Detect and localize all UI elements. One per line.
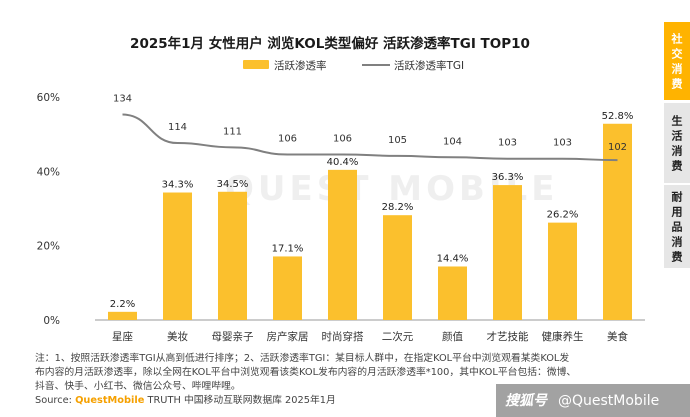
tgi-value-labels: 134 114 111 106 106 105 104 103 103 102 (113, 94, 627, 154)
note-line-2: 布内容的月活跃渗透率，除以全网在KOL平台中浏览观看该类KOL发布内容的月活跃渗… (35, 365, 576, 378)
y-tick-label: 60% (37, 92, 60, 104)
legend-bar-swatch (243, 60, 269, 69)
bar-series (108, 123, 632, 320)
bar-value-label: 26.2% (547, 210, 579, 221)
side-tab-background (664, 185, 690, 268)
bar-value-label: 36.3% (492, 172, 524, 183)
tgi-value-label: 106 (278, 133, 297, 144)
x-tick-label: 颜值 (442, 330, 463, 343)
side-tab-label: 社交消费 (671, 32, 683, 91)
branding-handle: @QuestMobile (558, 393, 659, 409)
bar-value-label: 34.3% (162, 180, 194, 191)
tgi-value-label: 111 (223, 126, 242, 137)
bar-value-label: 17.1% (272, 243, 304, 254)
y-tick-label: 0% (43, 315, 60, 327)
x-tick-label: 才艺技能 (487, 330, 529, 343)
tgi-value-label: 104 (443, 136, 462, 147)
x-tick-label: 美妆 (167, 330, 188, 343)
side-tab-label: 生活消费 (672, 114, 683, 173)
bar (493, 185, 522, 320)
y-axis: 0% 20% 40% 60% (37, 92, 60, 327)
bar (108, 311, 137, 320)
side-tab[interactable]: 耐用品消费 (664, 185, 690, 268)
note-line-3: 抖音、快手、小红书、微信公众号、哔哩哔哩。 (35, 379, 241, 392)
source-line: Source: QuestMobile TRUTH 中国移动互联网数据库 202… (35, 393, 336, 406)
bar (218, 191, 247, 320)
bar-value-label: 2.2% (110, 299, 135, 310)
source-brand: QuestMobile (75, 395, 145, 406)
tgi-value-label: 103 (498, 138, 517, 149)
tgi-value-label: 134 (113, 94, 132, 105)
x-axis-categories: 星座 美妆 母婴亲子 房产家居 时尚穿搭 二次元 颜值 才艺技能 健康养生 美食 (112, 330, 628, 343)
bar (383, 215, 412, 320)
legend-line-label: 活跃渗透率TGI (394, 59, 464, 72)
x-tick-label: 健康养生 (542, 330, 584, 343)
x-tick-label: 房产家居 (267, 330, 309, 343)
branding-logo-text: 搜狐号 (505, 392, 548, 409)
note-line-1: 注：1、按照活跃渗透率TGI从高到低进行排序；2、活跃渗透率TGI：某目标人群中… (35, 351, 569, 364)
bar-value-label: 14.4% (437, 253, 469, 264)
tgi-line-series (122, 113, 618, 162)
bar-value-label: 40.4% (327, 157, 359, 168)
x-tick-label: 时尚穿搭 (322, 330, 364, 343)
source-rest: TRUTH 中国移动互联网数据库 2025年1月 (144, 393, 335, 406)
x-tick-label: 母婴亲子 (212, 330, 254, 343)
bar (328, 169, 357, 320)
x-tick-label: 星座 (112, 330, 133, 343)
bar-value-label: 28.2% (382, 202, 414, 213)
tgi-value-label: 102 (608, 142, 627, 153)
side-tab-background (664, 22, 690, 100)
source-prefix: Source: (35, 395, 75, 406)
bar-value-label: 34.5% (217, 179, 249, 190)
chart-title: 2025年1月 女性用户 浏览KOL类型偏好 活跃渗透率TGI TOP10 (130, 35, 530, 52)
x-tick-label: 二次元 (382, 330, 414, 343)
tgi-value-label: 103 (553, 138, 572, 149)
tgi-value-label: 114 (168, 122, 187, 133)
side-tab[interactable]: 社交消费 (664, 22, 690, 100)
bar-value-labels: 2.2% 34.3% 34.5% 17.1% 40.4% 28.2% 14.4% 36.3% 2… (110, 111, 634, 310)
side-tab[interactable]: 生活消费 (664, 103, 690, 183)
bar-value-label: 52.8% (602, 111, 634, 122)
legend-bar-label: 活跃渗透率 (274, 59, 327, 72)
branding-backdrop (496, 384, 690, 417)
bar (603, 123, 632, 320)
y-tick-label: 20% (37, 241, 60, 253)
bar (273, 256, 302, 320)
tgi-value-label: 105 (388, 135, 407, 146)
tgi-value-label: 106 (333, 133, 352, 144)
side-tab-label: 耐用品消费 (672, 190, 683, 264)
bar (438, 266, 467, 320)
bar (163, 192, 192, 320)
side-tab-background (664, 103, 690, 183)
y-tick-label: 40% (37, 166, 60, 178)
tgi-line (122, 113, 618, 162)
x-tick-label: 美食 (607, 330, 628, 343)
bar (548, 222, 577, 320)
legend: 活跃渗透率 活跃渗透率TGI (243, 59, 464, 72)
